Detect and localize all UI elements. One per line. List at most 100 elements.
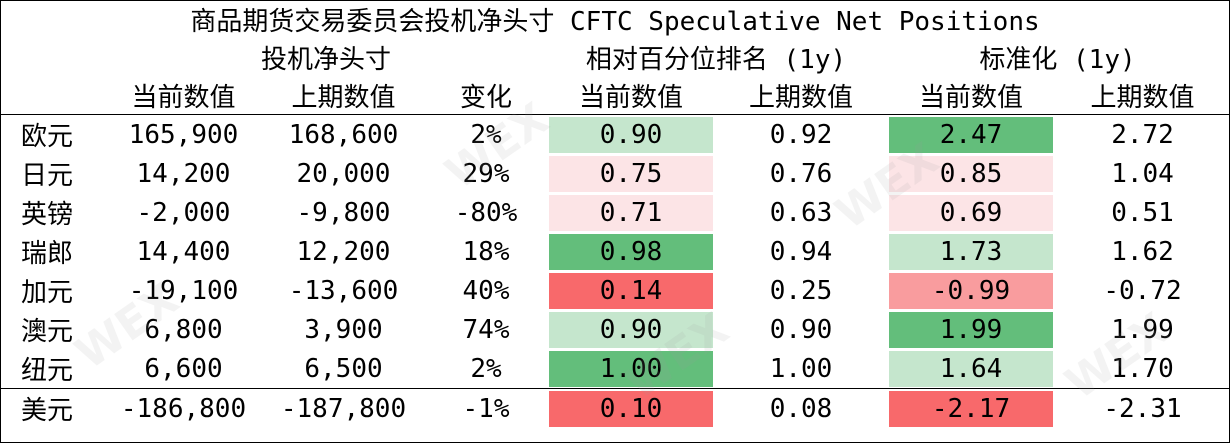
pct-current-cell: 0.90 bbox=[546, 114, 716, 154]
pct-current-cell: 0.71 bbox=[546, 193, 716, 232]
net-change: 2% bbox=[470, 353, 502, 384]
pct-previous: 0.63 bbox=[769, 197, 833, 228]
pct-current-value: 0.75 bbox=[549, 155, 713, 192]
std-current-cell: 0.85 bbox=[886, 154, 1056, 193]
net-previous: 168,600 bbox=[261, 114, 426, 154]
pct-current-cell: 1.00 bbox=[546, 349, 716, 389]
net-previous: 6,500 bbox=[304, 353, 383, 384]
currency-name: 日元 bbox=[21, 161, 74, 191]
std-previous: 2.72 bbox=[1056, 114, 1230, 154]
currency-name: 英镑 bbox=[21, 200, 74, 230]
std-current-cell: 2.47 bbox=[886, 114, 1056, 154]
pct-current-value: 0.10 bbox=[549, 390, 713, 427]
std-previous: 1.62 bbox=[1111, 236, 1174, 267]
pct-current-cell: 0.10 bbox=[546, 388, 716, 428]
currency-name: 澳元 bbox=[21, 317, 74, 347]
table-row: 欧元 165,900 168,600 2% 0.90 0.92 2.47 2.72 bbox=[1, 114, 1230, 154]
group-header-standardized: 标准化 (1y) bbox=[979, 44, 1136, 75]
net-previous: -13,600 bbox=[288, 275, 399, 306]
net-current: -2,000 bbox=[136, 197, 231, 228]
currency-name: 瑞郎 bbox=[21, 239, 74, 269]
pct-previous: 1.00 bbox=[769, 353, 833, 384]
std-current-cell: -0.99 bbox=[886, 271, 1056, 310]
std-current-value: -2.17 bbox=[889, 390, 1053, 427]
pct-previous: 0.94 bbox=[769, 236, 833, 267]
table-row: 日元 14,200 20,000 29% 0.75 0.76 0.85 1.04 bbox=[1, 154, 1229, 193]
net-change: -1% bbox=[426, 388, 546, 428]
net-previous: -9,800 bbox=[296, 197, 391, 228]
pct-current-value: 0.71 bbox=[549, 194, 713, 231]
group-header-empty bbox=[1, 38, 106, 76]
group-header-percentile: 相对百分位排名 (1y) bbox=[585, 44, 847, 75]
net-current: 165,900 bbox=[106, 114, 261, 154]
table-row: 美元 -186,800 -187,800 -1% 0.10 0.08 -2.17 -2.31 bbox=[1, 388, 1230, 428]
net-previous: 12,200 bbox=[296, 236, 391, 267]
std-current-cell: 1.99 bbox=[886, 310, 1056, 349]
pct-current-cell: 0.14 bbox=[546, 271, 716, 310]
std-current-value: -0.99 bbox=[889, 272, 1053, 309]
subheader-std-previous: 上期数值 bbox=[1090, 82, 1195, 113]
table-row: 澳元 6,800 3,900 74% 0.90 0.90 1.99 1.99 bbox=[1, 310, 1229, 349]
std-current-cell: 1.64 bbox=[886, 349, 1056, 389]
std-current-cell: 0.69 bbox=[886, 193, 1056, 232]
std-current-value: 0.85 bbox=[889, 155, 1053, 192]
std-current-cell: -2.17 bbox=[886, 388, 1056, 428]
subheader-std-current: 当前数值 bbox=[918, 82, 1023, 113]
net-change: 40% bbox=[462, 275, 510, 306]
pct-current-cell: 0.90 bbox=[546, 310, 716, 349]
group-header-net: 投机净头寸 bbox=[260, 44, 391, 75]
subheader-empty bbox=[1, 76, 106, 115]
net-current: -19,100 bbox=[128, 275, 239, 306]
net-current: 6,800 bbox=[144, 314, 223, 345]
std-current-value: 1.64 bbox=[889, 350, 1053, 387]
std-current-value: 2.47 bbox=[889, 116, 1053, 153]
currency-name: 纽元 bbox=[21, 356, 74, 386]
subheader-net-change: 变化 bbox=[459, 82, 512, 113]
currency-name: 美元 bbox=[1, 388, 106, 428]
pct-current-value: 1.00 bbox=[549, 350, 713, 387]
cftc-positions-table: 商品期货交易委员会投机净头寸 CFTC Speculative Net Posi… bbox=[1, 1, 1230, 428]
table-row: 瑞郎 14,400 12,200 18% 0.98 0.94 1.73 1.62 bbox=[1, 232, 1229, 271]
net-current: 14,400 bbox=[136, 236, 231, 267]
table-row: 加元 -19,100 -13,600 40% 0.14 0.25 -0.99 -0.72 bbox=[1, 271, 1229, 310]
pct-current-cell: 0.75 bbox=[546, 154, 716, 193]
subheader-net-previous: 上期数值 bbox=[291, 82, 396, 113]
net-current: 14,200 bbox=[136, 158, 231, 189]
subheader-pct-previous: 上期数值 bbox=[748, 82, 853, 113]
std-previous: -0.72 bbox=[1103, 275, 1182, 306]
net-change: 74% bbox=[462, 314, 510, 345]
std-previous: 0.51 bbox=[1111, 197, 1174, 228]
pct-current-cell: 0.98 bbox=[546, 232, 716, 271]
table-row: 纽元 6,600 6,500 2% 1.00 1.00 1.64 1.70 bbox=[1, 349, 1229, 389]
net-previous: 20,000 bbox=[296, 158, 391, 189]
pct-previous: 0.76 bbox=[769, 158, 833, 189]
net-current: -186,800 bbox=[106, 388, 261, 428]
table-row: 英镑 -2,000 -9,800 -80% 0.71 0.63 0.69 0.51 bbox=[1, 193, 1229, 232]
std-current-value: 1.99 bbox=[889, 311, 1053, 348]
subheader-net-current: 当前数值 bbox=[131, 82, 236, 113]
std-previous: 1.70 bbox=[1111, 353, 1174, 384]
net-previous: -187,800 bbox=[261, 388, 426, 428]
std-previous: -2.31 bbox=[1056, 388, 1230, 428]
pct-previous: 0.25 bbox=[769, 275, 833, 306]
pct-previous: 0.08 bbox=[716, 388, 886, 428]
net-current: 6,600 bbox=[144, 353, 223, 384]
std-previous: 1.99 bbox=[1111, 314, 1174, 345]
subheader-pct-current: 当前数值 bbox=[578, 82, 683, 113]
net-previous: 3,900 bbox=[304, 314, 383, 345]
pct-current-value: 0.90 bbox=[549, 116, 713, 153]
pct-previous: 0.92 bbox=[716, 114, 886, 154]
currency-name: 加元 bbox=[21, 278, 74, 308]
currency-name: 欧元 bbox=[1, 114, 106, 154]
std-previous: 1.04 bbox=[1111, 158, 1174, 189]
pct-current-value: 0.14 bbox=[549, 272, 713, 309]
pct-current-value: 0.98 bbox=[549, 233, 713, 270]
std-current-cell: 1.73 bbox=[886, 232, 1056, 271]
pct-current-value: 0.90 bbox=[549, 311, 713, 348]
net-change: 2% bbox=[426, 114, 546, 154]
std-current-value: 0.69 bbox=[889, 194, 1053, 231]
table-title: 商品期货交易委员会投机净头寸 CFTC Speculative Net Posi… bbox=[190, 7, 1040, 37]
net-change: 18% bbox=[462, 236, 510, 267]
net-change: -80% bbox=[454, 197, 518, 228]
